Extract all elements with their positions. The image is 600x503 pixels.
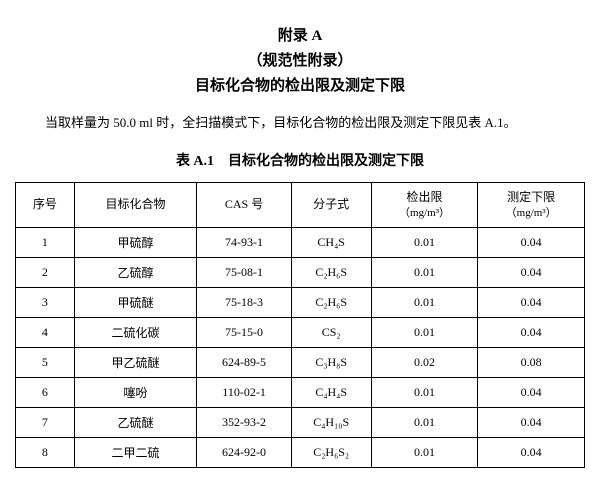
cell-idx: 8	[16, 437, 75, 467]
table-row: 3甲硫醚75-18-3C₂H₆S0.010.04	[16, 287, 585, 317]
cell-name: 乙硫醇	[74, 257, 197, 287]
col-loq-label: 测定下限	[507, 190, 555, 204]
cell-cas: 110-02-1	[197, 377, 291, 407]
cell-formula: C₂H₆S	[291, 287, 371, 317]
col-lod-unit: （mg/m³）	[376, 206, 474, 221]
cell-formula: C₄H₁₀S	[291, 407, 371, 437]
appendix-label: 附录 A	[15, 24, 585, 45]
intro-paragraph: 当取样量为 50.0 ml 时，全扫描模式下，目标化合物的检出限及测定下限见表 …	[19, 113, 581, 134]
cell-formula: CH₄S	[291, 227, 371, 257]
cell-loq: 0.04	[478, 317, 585, 347]
cell-idx: 6	[16, 377, 75, 407]
cell-lod: 0.01	[371, 407, 478, 437]
cell-idx: 5	[16, 347, 75, 377]
col-compound: 目标化合物	[74, 182, 197, 227]
col-cas: CAS 号	[197, 182, 291, 227]
cell-cas: 75-18-3	[197, 287, 291, 317]
cell-name: 二硫化碳	[74, 317, 197, 347]
cell-cas: 624-89-5	[197, 347, 291, 377]
appendix-title: 目标化合物的检出限及测定下限	[15, 74, 585, 95]
table-header-row: 序号 目标化合物 CAS 号 分子式 检出限 （mg/m³） 测定下限 （mg/…	[16, 182, 585, 227]
cell-loq: 0.04	[478, 437, 585, 467]
col-index: 序号	[16, 182, 75, 227]
cell-lod: 0.01	[371, 437, 478, 467]
cell-loq: 0.04	[478, 227, 585, 257]
col-loq: 测定下限 （mg/m³）	[478, 182, 585, 227]
cell-name: 噻吩	[74, 377, 197, 407]
cell-lod: 0.01	[371, 287, 478, 317]
cell-idx: 3	[16, 287, 75, 317]
cell-formula: CS₂	[291, 317, 371, 347]
cell-loq: 0.04	[478, 377, 585, 407]
cell-loq: 0.08	[478, 347, 585, 377]
cell-idx: 1	[16, 227, 75, 257]
appendix-header: 附录 A （规范性附录） 目标化合物的检出限及测定下限	[15, 24, 585, 95]
cell-loq: 0.04	[478, 407, 585, 437]
cell-idx: 2	[16, 257, 75, 287]
table-row: 6噻吩110-02-1C₄H₄S0.010.04	[16, 377, 585, 407]
cell-formula: C₂H₆S₂	[291, 437, 371, 467]
cell-lod: 0.01	[371, 317, 478, 347]
col-loq-unit: （mg/m³）	[482, 206, 580, 221]
cell-lod: 0.01	[371, 227, 478, 257]
cell-lod: 0.02	[371, 347, 478, 377]
cell-cas: 624-92-0	[197, 437, 291, 467]
detection-limits-table: 序号 目标化合物 CAS 号 分子式 检出限 （mg/m³） 测定下限 （mg/…	[15, 182, 585, 468]
col-lod-label: 检出限	[407, 190, 443, 204]
appendix-subtype: （规范性附录）	[15, 49, 585, 70]
cell-cas: 352-93-2	[197, 407, 291, 437]
table-body: 1甲硫醇74-93-1CH₄S0.010.042乙硫醇75-08-1C₂H₆S0…	[16, 227, 585, 467]
cell-loq: 0.04	[478, 287, 585, 317]
cell-formula: C₃H₈S	[291, 347, 371, 377]
cell-name: 甲乙硫醚	[74, 347, 197, 377]
cell-formula: C₄H₄S	[291, 377, 371, 407]
table-row: 7乙硫醚352-93-2C₄H₁₀S0.010.04	[16, 407, 585, 437]
cell-name: 乙硫醚	[74, 407, 197, 437]
table-caption: 表 A.1 目标化合物的检出限及测定下限	[15, 150, 585, 170]
table-row: 2乙硫醇75-08-1C₂H₆S0.010.04	[16, 257, 585, 287]
cell-cas: 75-15-0	[197, 317, 291, 347]
col-lod: 检出限 （mg/m³）	[371, 182, 478, 227]
table-row: 5甲乙硫醚624-89-5C₃H₈S0.020.08	[16, 347, 585, 377]
table-row: 1甲硫醇74-93-1CH₄S0.010.04	[16, 227, 585, 257]
cell-lod: 0.01	[371, 257, 478, 287]
cell-name: 甲硫醚	[74, 287, 197, 317]
cell-cas: 74-93-1	[197, 227, 291, 257]
cell-cas: 75-08-1	[197, 257, 291, 287]
cell-formula: C₂H₆S	[291, 257, 371, 287]
cell-idx: 4	[16, 317, 75, 347]
cell-name: 二甲二硫	[74, 437, 197, 467]
cell-lod: 0.01	[371, 377, 478, 407]
cell-loq: 0.04	[478, 257, 585, 287]
table-row: 8二甲二硫624-92-0C₂H₆S₂0.010.04	[16, 437, 585, 467]
col-formula: 分子式	[291, 182, 371, 227]
cell-name: 甲硫醇	[74, 227, 197, 257]
cell-idx: 7	[16, 407, 75, 437]
table-row: 4二硫化碳75-15-0CS₂0.010.04	[16, 317, 585, 347]
